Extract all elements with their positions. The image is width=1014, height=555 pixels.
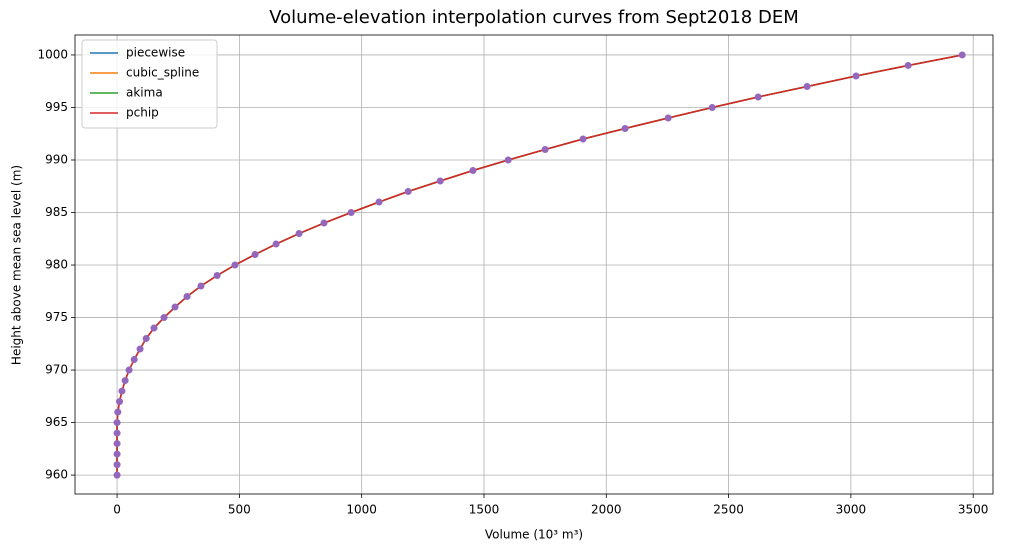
data-point — [114, 408, 122, 416]
x-tick-label: 3000 — [836, 503, 867, 517]
legend-label: pchip — [126, 106, 159, 120]
x-tick-label: 0 — [113, 503, 121, 517]
y-tick-label: 990 — [45, 152, 68, 166]
data-point — [404, 188, 412, 196]
data-point — [904, 61, 912, 69]
legend-label: piecewise — [126, 46, 185, 60]
data-point — [150, 324, 158, 332]
data-point — [136, 345, 144, 353]
y-tick-label: 960 — [45, 468, 68, 482]
data-point — [375, 198, 383, 206]
data-point — [469, 166, 477, 174]
data-point — [272, 240, 280, 248]
data-point — [160, 314, 168, 322]
legend-label: cubic_spline — [126, 66, 199, 80]
data-point — [118, 387, 126, 395]
y-tick-label: 1000 — [37, 47, 68, 61]
data-point — [121, 377, 129, 385]
data-point — [113, 419, 121, 427]
data-point — [142, 335, 150, 343]
data-point — [113, 450, 121, 458]
data-point — [708, 103, 716, 111]
data-point — [754, 93, 762, 101]
data-point — [213, 272, 221, 280]
x-tick-label: 3500 — [958, 503, 989, 517]
data-point — [504, 156, 512, 164]
data-point — [852, 72, 860, 80]
x-tick-label: 2000 — [591, 503, 622, 517]
data-point — [183, 293, 191, 301]
y-tick-label: 980 — [45, 258, 68, 272]
y-tick-label: 970 — [45, 363, 68, 377]
y-tick-label: 975 — [45, 310, 68, 324]
data-point — [113, 440, 121, 448]
x-tick-label: 1000 — [346, 503, 377, 517]
data-point — [113, 429, 121, 437]
chart-title: Volume-elevation interpolation curves fr… — [269, 7, 799, 28]
x-tick-label: 2500 — [713, 503, 744, 517]
data-point — [803, 82, 811, 90]
data-point — [231, 261, 239, 269]
y-tick-label: 965 — [45, 415, 68, 429]
data-point — [113, 461, 121, 469]
y-axis-label: Height above mean sea level (m) — [10, 165, 24, 365]
plot-frame — [74, 34, 994, 495]
y-tick-label: 995 — [45, 100, 68, 114]
data-point — [197, 282, 205, 290]
data-point — [251, 251, 259, 259]
data-point — [171, 303, 179, 311]
data-point — [116, 398, 124, 406]
data-point — [958, 51, 966, 59]
data-point — [664, 114, 672, 122]
data-point — [295, 230, 303, 238]
x-tick-label: 500 — [228, 503, 251, 517]
data-point — [541, 145, 549, 153]
y-tick-label: 985 — [45, 205, 68, 219]
data-point — [130, 356, 138, 364]
data-point — [436, 177, 444, 185]
data-point — [125, 366, 133, 374]
data-point — [579, 135, 587, 143]
data-point — [621, 124, 629, 132]
data-point — [113, 471, 121, 479]
data-point — [320, 219, 328, 227]
data-point — [347, 209, 355, 217]
x-axis-label: Volume (10³ m³) — [485, 528, 583, 542]
legend-box — [81, 39, 218, 129]
x-tick-label: 1500 — [469, 503, 500, 517]
legend-label: akima — [126, 86, 163, 100]
